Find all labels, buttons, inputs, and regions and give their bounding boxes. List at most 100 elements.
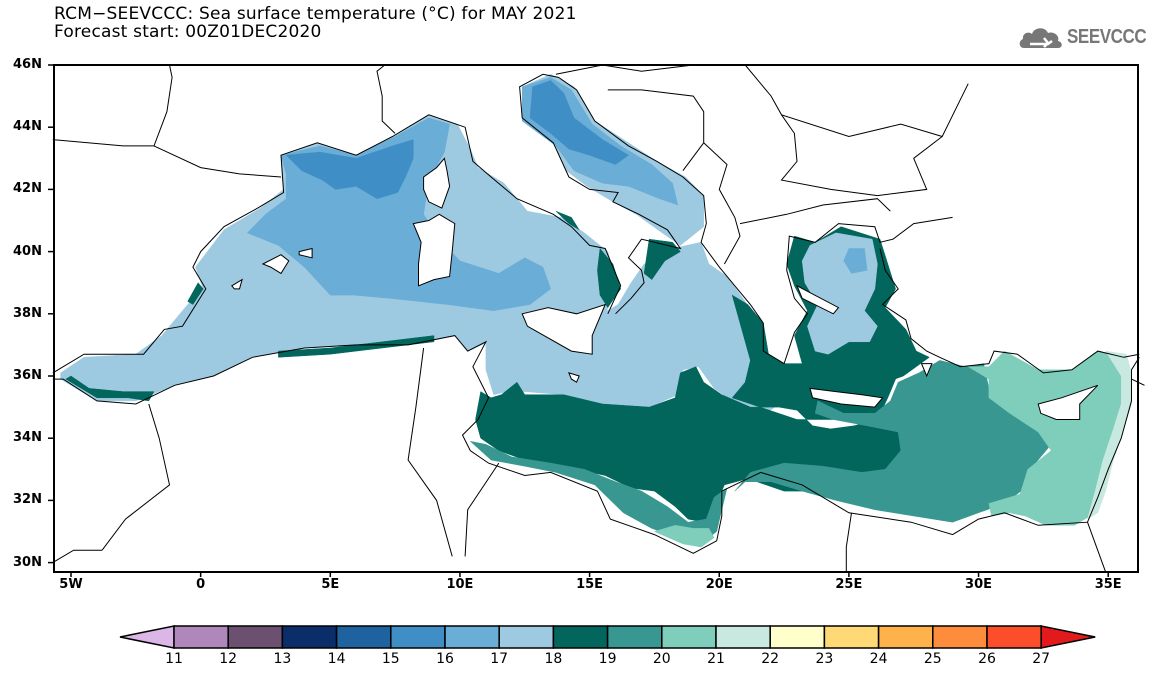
sst-contour-17-18 (801, 232, 878, 355)
colorbar-bin-13-14 (281, 625, 338, 649)
seevccc-logo: SEEVCCC (1018, 24, 1160, 50)
forecast-start-label: Forecast start: 00Z01DEC2020 (54, 22, 322, 42)
colorbar-level-label: 16 (436, 651, 454, 667)
lat-tick-label: 40N (13, 243, 42, 259)
colorbar-level-label: 20 (652, 651, 671, 667)
border-levant (1087, 522, 1107, 573)
border-africa-1 (101, 403, 171, 551)
colorbar-level-label: 12 (219, 651, 238, 667)
colorbar-level-label: 21 (707, 651, 725, 667)
colorbar-bin-19-20 (606, 625, 663, 649)
border-west-africa (52, 549, 103, 564)
sea-temperature-field (60, 74, 1132, 548)
colorbar-bin-14-15 (335, 625, 392, 649)
coast-turkey (879, 248, 1140, 374)
island-sicily (521, 303, 607, 355)
island-crete (809, 387, 884, 408)
border-tunisia-libya (464, 462, 500, 557)
island-malta (568, 372, 580, 383)
island-sardinia (412, 213, 456, 287)
sst-contour-18-19 (643, 238, 681, 280)
cloud-icon (1019, 28, 1062, 48)
lon-tick-label: 30E (965, 577, 993, 592)
logo-text: SEEVCCC (1067, 25, 1147, 48)
coastlines (52, 64, 1145, 573)
axis-ticks (48, 64, 1109, 577)
colorbar-level-label: 27 (1032, 651, 1051, 667)
border-balkans-2 (607, 89, 705, 171)
sst-contour-15-16 (285, 139, 414, 199)
colorbar-bin-11-12 (173, 625, 229, 649)
island-cyprus (1037, 384, 1099, 420)
lon-tick-label: 10E (446, 577, 474, 592)
colorbar-bin-22-23 (769, 625, 826, 649)
sst-contour-20-21 (653, 525, 715, 548)
sst-contour-18-19 (555, 210, 580, 231)
colorbar-level-label: 17 (490, 651, 509, 667)
border-france-italy (376, 64, 396, 134)
island-mallorca (261, 254, 290, 275)
island-menorca (298, 247, 313, 259)
colorbar-overflow-arrow (1040, 625, 1096, 649)
colorbar-bin-18-19 (552, 625, 609, 649)
border-balkans-1 (555, 64, 694, 75)
lat-tick-label: 46N (13, 57, 42, 72)
colorbar-level-label: 19 (598, 651, 617, 667)
lon-tick-label: 20E (705, 577, 733, 592)
lat-tick-label: 36N (13, 368, 42, 383)
colorbar-level-label: 25 (923, 651, 942, 667)
lat-tick-label: 32N (13, 492, 42, 508)
lat-tick-label: 38N (13, 305, 42, 321)
sst-contour-15-16 (529, 80, 629, 165)
lon-tick-label: 5E (321, 577, 340, 592)
colorbar-bin-24-25 (877, 625, 934, 649)
colorbar-bin-15-16 (390, 625, 446, 649)
island-ibiza (231, 278, 243, 290)
border-greece-north (739, 198, 891, 225)
colorbar-level-label: 14 (327, 651, 346, 667)
colorbar-level-label: 24 (869, 651, 888, 667)
border-libya-egypt (845, 512, 852, 572)
sst-contour-18-19 (597, 247, 621, 309)
colorbar-bin-16-17 (444, 625, 500, 649)
colorbar-level-label: 13 (273, 651, 292, 667)
colorbar-bin-23-24 (823, 625, 880, 649)
border-algeria-tunisia (407, 347, 453, 557)
border-bulgaria (780, 114, 943, 197)
lat-tick-label: 30N (13, 554, 42, 570)
coast-north-africa (52, 335, 1140, 554)
sst-contour-18-19 (187, 282, 204, 305)
map-title: RCM−SEEVCCC: Sea surface temperature (°C… (54, 4, 577, 24)
island-euboea (796, 284, 840, 315)
sst-contour-19-20 (469, 440, 728, 545)
border-france-spain (153, 145, 282, 178)
sst-contour-18-19 (278, 335, 435, 358)
colorbar-level-label: 15 (381, 651, 400, 667)
colorbar-bin-25-26 (932, 625, 988, 649)
lon-tick-label: 5W (59, 577, 83, 592)
colorbar-bin-20-21 (661, 625, 717, 649)
colorbar-bin-12-13 (227, 625, 284, 649)
map-frame (53, 64, 1139, 573)
lat-tick-label: 34N (13, 430, 42, 446)
coast-europe-west (52, 114, 622, 374)
island-corsica (423, 157, 451, 209)
border-balkans-3 (703, 142, 741, 265)
colorbar-bin-26-27 (986, 625, 1042, 649)
colorbar-bin-17-18 (498, 625, 555, 649)
lon-tick-label: 15E (576, 577, 604, 592)
coast-biscay (52, 64, 173, 147)
lon-tick-label: 0 (196, 577, 206, 592)
colorbar-bin-21-22 (715, 625, 771, 649)
colorbar-underflow-arrow (119, 625, 175, 649)
lat-tick-label: 42N (13, 181, 42, 197)
lat-tick-label: 44N (13, 119, 42, 135)
border-romania (744, 64, 969, 138)
colorbar (119, 625, 1096, 649)
sst-contour-16-17 (843, 248, 868, 274)
sst-contour-19-20 (734, 360, 1052, 523)
lon-tick-label: 35E (1094, 577, 1122, 592)
sst-contour-18-19 (65, 375, 155, 402)
coast-italy-east (519, 73, 953, 365)
